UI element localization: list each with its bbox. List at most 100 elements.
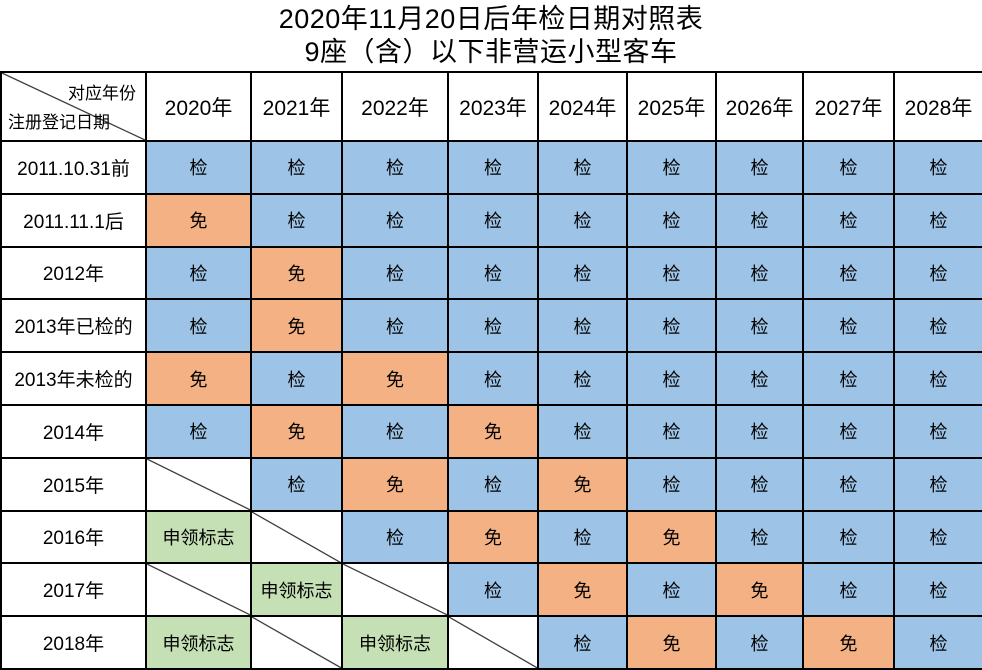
cell-inspect: 检 xyxy=(715,245,804,301)
cell-diagonal xyxy=(145,456,252,512)
cell-inspect: 检 xyxy=(626,351,717,406)
cell-text: 检 xyxy=(189,316,208,337)
cell-inspect: 检 xyxy=(341,298,449,354)
cell-inspect: 检 xyxy=(802,140,895,195)
cell-text: 检 xyxy=(839,580,858,601)
cell-inspect: 检 xyxy=(715,351,804,406)
cell-text: 检 xyxy=(573,633,592,654)
cell-text: 检 xyxy=(386,211,404,232)
cell-diagonal xyxy=(341,562,449,618)
cell-inspect: 检 xyxy=(447,140,539,195)
cell-text: 检 xyxy=(287,158,306,179)
cell-text: 检 xyxy=(750,527,769,548)
cell-text: 检 xyxy=(484,475,502,496)
cell-text: 检 xyxy=(287,369,306,390)
cell-inspect: 检 xyxy=(626,298,717,354)
cell-text: 检 xyxy=(750,158,769,179)
cell-inspect: 检 xyxy=(626,456,717,512)
cell-inspect: 检 xyxy=(145,140,252,195)
cell-diagonal xyxy=(250,509,343,565)
cell-text: 免 xyxy=(287,263,306,284)
cell-text: 检 xyxy=(386,422,404,443)
cell-inspect: 检 xyxy=(893,403,982,459)
cell-text: 检 xyxy=(750,633,769,654)
cell-exempt: 免 xyxy=(250,403,343,459)
cell-text: 检 xyxy=(573,158,592,179)
column-header-year: 2021年 xyxy=(250,71,343,142)
cell-text: 检 xyxy=(929,263,948,284)
cell-text: 检 xyxy=(662,475,681,496)
cell-text: 检 xyxy=(929,211,948,232)
cell-text: 检 xyxy=(484,158,502,179)
cell-inspect: 检 xyxy=(893,562,982,618)
cell-inspect: 检 xyxy=(341,245,449,301)
table-row: 2016年 申领标志 检 免 检 免 检 检 检 xyxy=(0,509,982,565)
cell-badge: 申领标志 xyxy=(145,615,252,670)
row-header-registration-date: 2011.10.31前 xyxy=(0,140,147,195)
row-header-registration-date: 2013年未检的 xyxy=(0,351,147,406)
cell-text: 检 xyxy=(189,158,208,179)
inspection-date-grid: 对应年份 注册登记日期 2020年 2021年 2022年 2023年 2024年 202… xyxy=(0,71,982,670)
cell-text: 检 xyxy=(929,633,948,654)
cell-inspect: 检 xyxy=(893,245,982,301)
cell-inspect: 检 xyxy=(537,192,628,248)
cell-inspect: 检 xyxy=(447,192,539,248)
cell-inspect: 检 xyxy=(537,245,628,301)
column-header-year: 2020年 xyxy=(145,71,252,142)
cell-inspect: 检 xyxy=(447,456,539,512)
column-header-year: 2024年 xyxy=(537,71,628,142)
row-header-registration-date: 2011.11.1后 xyxy=(0,192,147,248)
cell-inspect: 检 xyxy=(626,192,717,248)
row-header-registration-date: 2014年 xyxy=(0,403,147,459)
cell-inspect: 检 xyxy=(715,192,804,248)
cell-exempt: 免 xyxy=(802,615,895,670)
cell-inspect: 检 xyxy=(715,298,804,354)
cell-text: 检 xyxy=(287,475,306,496)
cell-text: 检 xyxy=(386,263,404,284)
cell-text: 检 xyxy=(750,475,769,496)
cell-text: 免 xyxy=(573,580,592,601)
cell-inspect: 检 xyxy=(341,509,449,565)
table-title-block: 2020年11月20日后年检日期对照表 9座（含）以下非营运小型客车 xyxy=(0,0,982,71)
table-row: 2014年 检 免 检 免 检 检 检 检 检 xyxy=(0,403,982,459)
row-header-registration-date: 2017年 xyxy=(0,562,147,618)
diagonal-line-icon xyxy=(343,564,447,615)
cell-exempt: 免 xyxy=(447,403,539,459)
cell-text: 免 xyxy=(189,211,208,232)
cell-inspect: 检 xyxy=(537,615,628,670)
cell-text: 检 xyxy=(839,316,858,337)
column-header-year: 2022年 xyxy=(341,71,449,142)
cell-exempt: 免 xyxy=(626,509,717,565)
cell-text: 检 xyxy=(573,527,592,548)
cell-text: 检 xyxy=(929,369,948,390)
cell-inspect: 检 xyxy=(893,456,982,512)
cell-exempt: 免 xyxy=(145,351,252,406)
cell-text: 检 xyxy=(484,580,502,601)
cell-text: 免 xyxy=(386,475,404,496)
cell-text: 检 xyxy=(484,369,502,390)
cell-text: 检 xyxy=(662,422,681,443)
cell-text: 检 xyxy=(189,422,208,443)
table-row: 2012年 检 免 检 检 检 检 检 检 检 xyxy=(0,245,982,301)
diagonal-line-icon xyxy=(252,512,341,563)
cell-inspect: 检 xyxy=(447,351,539,406)
cell-badge: 申领标志 xyxy=(145,509,252,565)
cell-diagonal xyxy=(447,615,539,670)
cell-text: 检 xyxy=(839,422,858,443)
cell-inspect: 检 xyxy=(802,298,895,354)
cell-exempt: 免 xyxy=(537,562,628,618)
cell-inspect: 检 xyxy=(893,298,982,354)
diagonal-line-icon xyxy=(147,459,250,510)
cell-inspect: 检 xyxy=(537,403,628,459)
corner-diagonal-line-icon xyxy=(2,73,145,140)
column-header-year: 2023年 xyxy=(447,71,539,142)
cell-exempt: 免 xyxy=(447,509,539,565)
cell-text: 检 xyxy=(750,316,769,337)
cell-text: 免 xyxy=(839,633,858,654)
cell-inspect: 检 xyxy=(802,245,895,301)
cell-inspect: 检 xyxy=(447,245,539,301)
cell-inspect: 检 xyxy=(802,456,895,512)
corner-label-registration-date: 注册登记日期 xyxy=(8,113,110,132)
cell-text: 检 xyxy=(573,263,592,284)
